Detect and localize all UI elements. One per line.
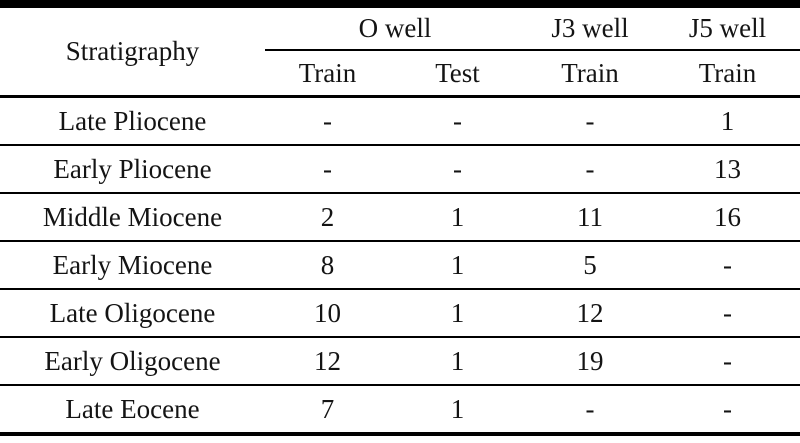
cell-o-train: 12: [265, 337, 390, 386]
group-header-j3-well: J3 well: [525, 4, 656, 51]
cell-j3-train: 5: [525, 241, 656, 290]
cell-j3-train: 19: [525, 337, 656, 386]
cell-o-test: 1: [390, 337, 526, 386]
cell-o-train: 2: [265, 193, 390, 242]
group-header-j5-well: J5 well: [655, 4, 800, 51]
stratigraphy-cell: Early Miocene: [0, 241, 265, 290]
group-header-o-well: O well: [265, 4, 526, 51]
cell-o-test: 1: [390, 289, 526, 338]
cell-o-test: 1: [390, 241, 526, 290]
cell-j5-train: 13: [655, 145, 800, 194]
stratigraphy-cell: Late Eocene: [65, 393, 200, 424]
stratigraphy-cell: Late Oligocene: [0, 289, 265, 338]
table-row-late-pliocene: Late Pliocene - - - 1: [0, 96, 800, 146]
stratigraphy-cell: Early Pliocene: [0, 145, 265, 194]
subheader-j3-well-train: Train: [525, 50, 656, 98]
cell-j5-train: 1: [655, 96, 800, 146]
stratigraphy-cell: Late Pliocene: [0, 96, 265, 146]
cell-o-train: 8: [265, 241, 390, 290]
cell-j3-train: -: [525, 145, 656, 194]
table-row-late-oligocene: Late Oligocene 10 1 12 -: [0, 289, 800, 338]
table-row-late-eocene: Late Eocene 7 1 - -: [0, 385, 800, 434]
cell-o-test: -: [390, 145, 526, 194]
table-header: Stratigraphy O well J3 well J5 well Trai…: [0, 4, 800, 98]
subheader-o-well-train: Train: [265, 50, 390, 98]
table-row-early-oligocene: Early Oligocene 12 1 19 -: [0, 337, 800, 386]
cell-j5-train: -: [655, 289, 800, 338]
subheader-j5-well-train: Train: [655, 50, 800, 98]
cell-o-test: 1: [450, 393, 465, 424]
cell-j3-train: -: [525, 96, 656, 146]
cell-j5-train: -: [655, 241, 800, 290]
table-row-middle-miocene: Middle Miocene 2 1 11 16: [0, 193, 800, 242]
cell-j5-train: -: [655, 337, 800, 386]
cell-j5-train: 16: [655, 193, 800, 242]
cell-j3-train: 12: [525, 289, 656, 338]
cell-o-train: 10: [265, 289, 390, 338]
column-header-stratigraphy: Stratigraphy: [0, 4, 265, 98]
cell-j5-train: -: [723, 393, 733, 424]
cell-o-test: -: [390, 96, 526, 146]
table-row-early-pliocene: Early Pliocene - - - 13: [0, 145, 800, 194]
cell-o-train: -: [265, 145, 390, 194]
stratigraphy-cell: Middle Miocene: [0, 193, 265, 242]
table-body: Late Pliocene - - - 1 Early Pliocene - -…: [0, 96, 800, 435]
stratigraphy-cell: Early Oligocene: [0, 337, 265, 386]
header-sub-row: Train Test Train Train: [0, 50, 800, 98]
cell-o-train: -: [265, 96, 390, 146]
subheader-o-well-test: Test: [390, 50, 526, 98]
cell-j3-train: -: [585, 393, 595, 424]
header-group-row: Stratigraphy O well J3 well J5 well: [0, 4, 800, 98]
table-row-early-miocene: Early Miocene 8 1 5 -: [0, 241, 800, 290]
cell-j3-train: 11: [525, 193, 656, 242]
cell-o-train: 7: [320, 393, 335, 424]
cell-o-test: 1: [390, 193, 526, 242]
